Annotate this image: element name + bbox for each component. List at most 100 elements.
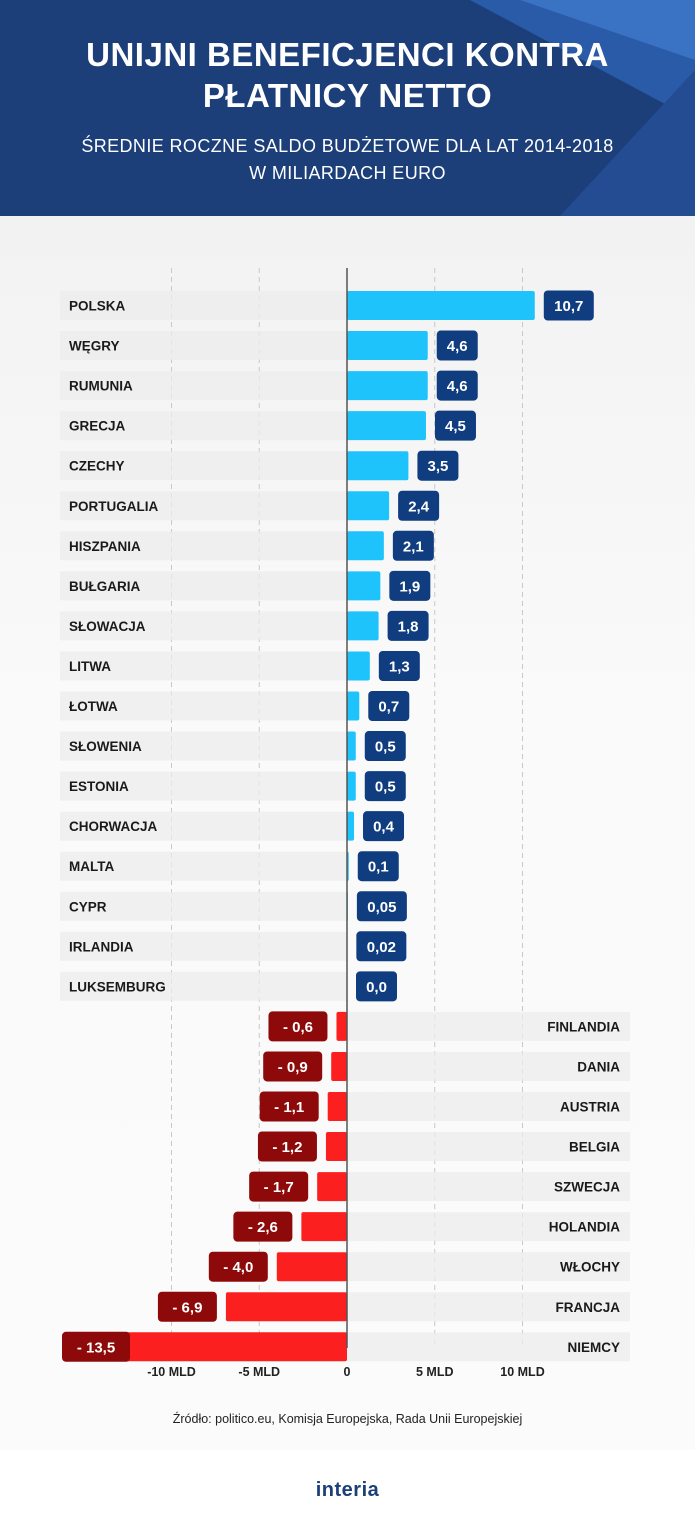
- bar: [347, 331, 428, 361]
- value-label-box: [263, 1051, 323, 1082]
- bar: [347, 411, 426, 441]
- value-label-box: [398, 490, 440, 521]
- row-stripe: [347, 1011, 630, 1041]
- row-stripe: [60, 651, 347, 681]
- category-label: ESTONIA: [69, 779, 129, 794]
- value-label-box: [436, 330, 478, 361]
- value-label-box: [233, 1211, 293, 1242]
- category-label: MALTA: [69, 859, 114, 874]
- category-label: WĘGRY: [69, 339, 120, 354]
- stripe-layer: [60, 291, 630, 1362]
- value-label: 0,7: [378, 699, 399, 716]
- category-label: WŁOCHY: [560, 1260, 620, 1275]
- row-stripe: [60, 731, 347, 761]
- category-label: HOLANDIA: [549, 1220, 620, 1235]
- value-label: 2,4: [408, 498, 430, 515]
- value-label-box: [387, 610, 429, 641]
- category-label: LUKSEMBURG: [69, 979, 166, 994]
- value-label: 1,3: [389, 658, 410, 675]
- category-label: CHORWACJA: [69, 819, 158, 834]
- value-label: - 1,2: [272, 1139, 302, 1156]
- header: UNIJNI BENEFICJENCI KONTRA PŁATNICY NETT…: [0, 0, 695, 216]
- category-label: BELGIA: [569, 1140, 620, 1155]
- bar: [347, 451, 409, 481]
- value-label: - 0,6: [283, 1019, 313, 1036]
- category-label: FINLANDIA: [547, 1019, 620, 1034]
- value-label: - 0,9: [278, 1059, 308, 1076]
- category-label: CZECHY: [69, 459, 125, 474]
- row-stripe: [347, 1292, 630, 1322]
- row-stripe: [60, 331, 347, 361]
- category-label: SZWECJA: [554, 1180, 620, 1195]
- bar: [347, 651, 370, 681]
- bar: [347, 371, 428, 401]
- row-stripe: [347, 1172, 630, 1202]
- bar: [336, 1011, 347, 1041]
- row-stripe: [60, 571, 347, 601]
- row-stripe: [60, 691, 347, 721]
- bar: [225, 1292, 347, 1322]
- value-label-box: [436, 370, 478, 401]
- row-stripe: [347, 1332, 630, 1362]
- interia-logo: interia: [315, 1479, 380, 1501]
- category-label: CYPR: [69, 899, 107, 914]
- page-title: UNIJNI BENEFICJENCI KONTRA PŁATNICY NETT…: [0, 34, 695, 116]
- value-label-box: [249, 1171, 309, 1202]
- title-line-2: PŁATNICY NETTO: [202, 77, 493, 114]
- value-label: 0,4: [373, 819, 395, 836]
- row-stripe: [60, 811, 347, 841]
- row-stripe: [60, 891, 347, 921]
- bar: [301, 1212, 347, 1242]
- value-label: - 13,5: [77, 1339, 115, 1356]
- value-label: 3,5: [427, 458, 448, 475]
- bar: [347, 291, 535, 320]
- value-label-box: [356, 931, 407, 962]
- x-tick-label: -5 MLD: [238, 1365, 280, 1379]
- bar: [110, 1332, 347, 1362]
- row-stripe: [347, 1252, 630, 1282]
- value-label: - 4,0: [223, 1259, 253, 1276]
- value-label-box: [368, 691, 410, 721]
- category-label: DANIA: [577, 1059, 620, 1074]
- value-label-box: [434, 410, 476, 441]
- value-label: - 1,7: [264, 1179, 294, 1196]
- value-label-box: [257, 1131, 317, 1162]
- bar: [331, 1051, 347, 1081]
- value-label-box: [363, 811, 405, 842]
- value-label: 4,6: [447, 378, 468, 395]
- row-stripe: [347, 1092, 630, 1121]
- value-label-box: [356, 891, 407, 922]
- subtitle-line-1: ŚREDNIE ROCZNE SALDO BUDŻETOWE DLA LAT 2…: [81, 136, 614, 156]
- bar: [347, 571, 381, 601]
- value-label: 0,1: [368, 859, 389, 876]
- bar: [347, 691, 360, 721]
- value-label-box: [356, 971, 397, 1002]
- row-stripe: [60, 291, 347, 320]
- value-label: 4,5: [445, 418, 466, 435]
- value-label: 10,7: [554, 298, 583, 315]
- row-stripe: [60, 531, 347, 561]
- bar: [276, 1252, 347, 1282]
- value-label: 1,8: [398, 618, 419, 635]
- category-label: BUŁGARIA: [69, 579, 140, 594]
- row-stripe: [347, 1051, 630, 1081]
- bar: [347, 731, 356, 761]
- bar: [317, 1172, 347, 1202]
- value-label-box: [389, 570, 431, 601]
- category-label: LITWA: [69, 659, 111, 674]
- bar: [347, 771, 356, 801]
- bar: [325, 1132, 347, 1162]
- title-line-1: UNIJNI BENEFICJENCI KONTRA: [86, 36, 609, 73]
- x-tick-label: 0: [344, 1365, 351, 1379]
- grid-layer: [171, 268, 523, 1348]
- value-label-box: [364, 771, 406, 802]
- value-label: 1,9: [399, 578, 420, 595]
- value-label-box: [378, 650, 420, 681]
- value-label-box: [62, 1331, 130, 1362]
- category-label: PORTUGALIA: [69, 499, 158, 514]
- category-label: SŁOWENIA: [69, 739, 142, 754]
- value-label: - 6,9: [172, 1299, 202, 1316]
- category-label: ŁOTWA: [69, 699, 118, 714]
- value-label: 0,5: [375, 779, 396, 796]
- row-stripe: [60, 771, 347, 801]
